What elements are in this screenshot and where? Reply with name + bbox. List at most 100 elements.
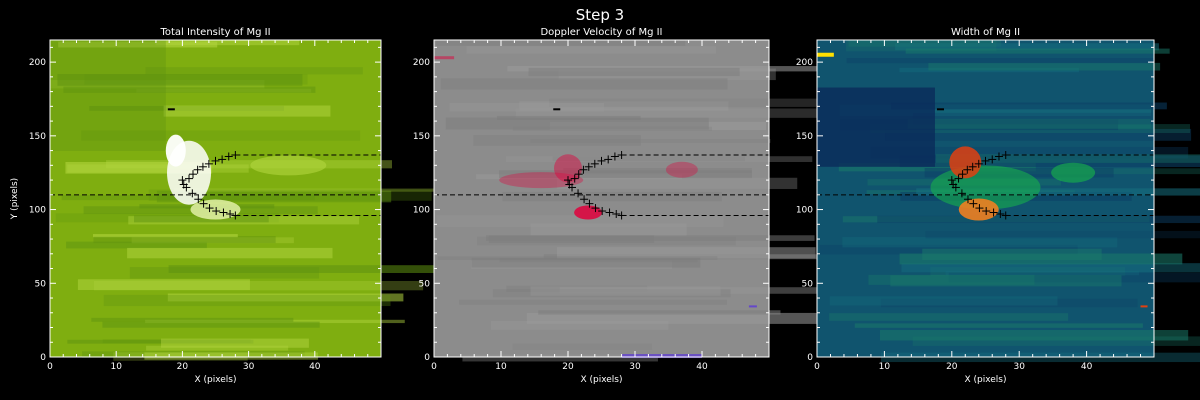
heatmap-stripe — [436, 215, 724, 227]
heatmap-stripe — [146, 345, 289, 351]
bright-core — [165, 134, 186, 167]
heatmap-stripe — [870, 146, 1189, 159]
plus-marker — [968, 162, 977, 171]
heatmap-stripe — [136, 88, 312, 93]
y-tick-label: 150 — [413, 132, 430, 142]
heatmap-stripe — [842, 216, 1150, 223]
plus-marker — [963, 195, 972, 204]
heatmap-stripe — [145, 67, 363, 75]
heatmap-stripe — [466, 46, 717, 54]
heatmap-stripe — [155, 40, 300, 46]
panel-title: Width of Mg II — [951, 27, 1020, 38]
heatmap-stripe — [63, 86, 316, 93]
plus-marker — [193, 165, 202, 174]
plus-marker — [610, 152, 619, 161]
plus-marker — [231, 211, 240, 220]
heatmap-stripe — [499, 170, 752, 179]
heatmap-stripe — [530, 286, 721, 296]
heatmap-stripe — [102, 339, 251, 344]
heatmap-stripe — [885, 128, 1192, 141]
plus-marker — [194, 195, 203, 204]
heatmap-stripe — [890, 102, 1167, 110]
heatmap-stripe — [65, 161, 213, 174]
heatmap-stripe — [829, 296, 1058, 306]
heatmap-stripe — [880, 298, 1138, 308]
x-tick-label: 40 — [1081, 362, 1093, 372]
heatmap-stripe — [846, 57, 1154, 64]
plus-marker — [211, 156, 220, 165]
heatmap-stripe — [163, 105, 331, 117]
plus-marker — [617, 151, 626, 160]
plus-marker — [212, 207, 221, 216]
heatmap-stripe — [890, 275, 1122, 287]
heatmap-stripe — [144, 352, 319, 360]
heatmap-stripe — [912, 112, 1153, 125]
plus-marker — [188, 189, 197, 198]
plot-frame — [49, 39, 382, 358]
heatmap-stripe — [127, 247, 333, 259]
heatmap-stripe — [512, 343, 653, 350]
y-tick-label: 0 — [807, 353, 813, 363]
x-tick-label: 10 — [879, 362, 891, 372]
plus-marker — [188, 170, 197, 179]
heatmap-stripe — [113, 352, 248, 361]
heatmap-stripe — [174, 188, 462, 192]
y-tick-label: 200 — [796, 58, 813, 68]
heatmap-stripe — [928, 62, 1161, 71]
heatmap-stripe — [549, 98, 823, 107]
panel-3: 0 10 20 30 40 0 50 100 150 200 Width of Mg II X (pi… — [796, 27, 1200, 385]
plus-marker — [969, 199, 978, 208]
x-tick-label: 20 — [177, 362, 189, 372]
red-core — [949, 146, 982, 179]
heatmap-stripe — [491, 320, 669, 330]
plus-marker — [231, 151, 240, 160]
heatmap-stripe — [838, 162, 1036, 172]
plus-marker — [1001, 151, 1010, 160]
plus-marker — [219, 208, 228, 217]
plus-marker — [604, 155, 613, 164]
plus-marker — [963, 165, 972, 174]
plus-marker — [204, 159, 213, 168]
heatmap-stripe — [552, 156, 746, 162]
heatmap-striations — [819, 40, 1200, 363]
heatmap-stripe — [530, 138, 771, 143]
plus-marker — [585, 199, 594, 208]
heatmap-stripe — [930, 267, 1126, 276]
plus-marker — [954, 174, 963, 183]
dark-region — [817, 87, 935, 167]
plus-marker — [178, 176, 187, 185]
heatmap-stripe — [77, 279, 250, 291]
plus-marker — [1001, 211, 1010, 220]
plus-marker — [957, 189, 966, 198]
x-axis-label: X (pixels) — [964, 375, 1006, 385]
heatmap-stripe — [471, 257, 701, 268]
heatmap-background — [50, 40, 381, 357]
x-tick-label: 30 — [1013, 362, 1025, 372]
heatmap-striations — [50, 40, 499, 361]
heatmap-stripe — [167, 293, 404, 302]
heatmap-stripe — [505, 156, 813, 162]
light-band — [250, 155, 327, 176]
y-tick-label: 200 — [413, 58, 430, 68]
heatmap-stripe — [462, 354, 658, 362]
heatmap-stripe — [168, 265, 499, 274]
x-tick-label: 10 — [495, 362, 507, 372]
heatmap-stripe — [901, 263, 1200, 273]
heatmap-stripe — [948, 272, 1200, 283]
heatmap-stripe — [912, 336, 1200, 346]
y-tick-label: 0 — [424, 353, 430, 363]
heatmap-stripe — [67, 339, 254, 344]
plus-marker — [989, 208, 998, 217]
x-tick-label: 40 — [309, 362, 321, 372]
heatmap-stripe — [925, 230, 1200, 239]
plus-marker — [580, 195, 589, 204]
y-tick-label: 50 — [419, 279, 431, 289]
heatmap-stripe — [870, 124, 1191, 134]
heatmap-stripe — [899, 253, 1183, 265]
heatmap-stripe — [58, 41, 218, 48]
y-axis-label: Y (pixels) — [10, 178, 20, 220]
plus-marker — [597, 156, 606, 165]
plus-marker — [617, 211, 626, 220]
yellow-mark — [817, 52, 834, 57]
plus-marker — [598, 207, 607, 216]
